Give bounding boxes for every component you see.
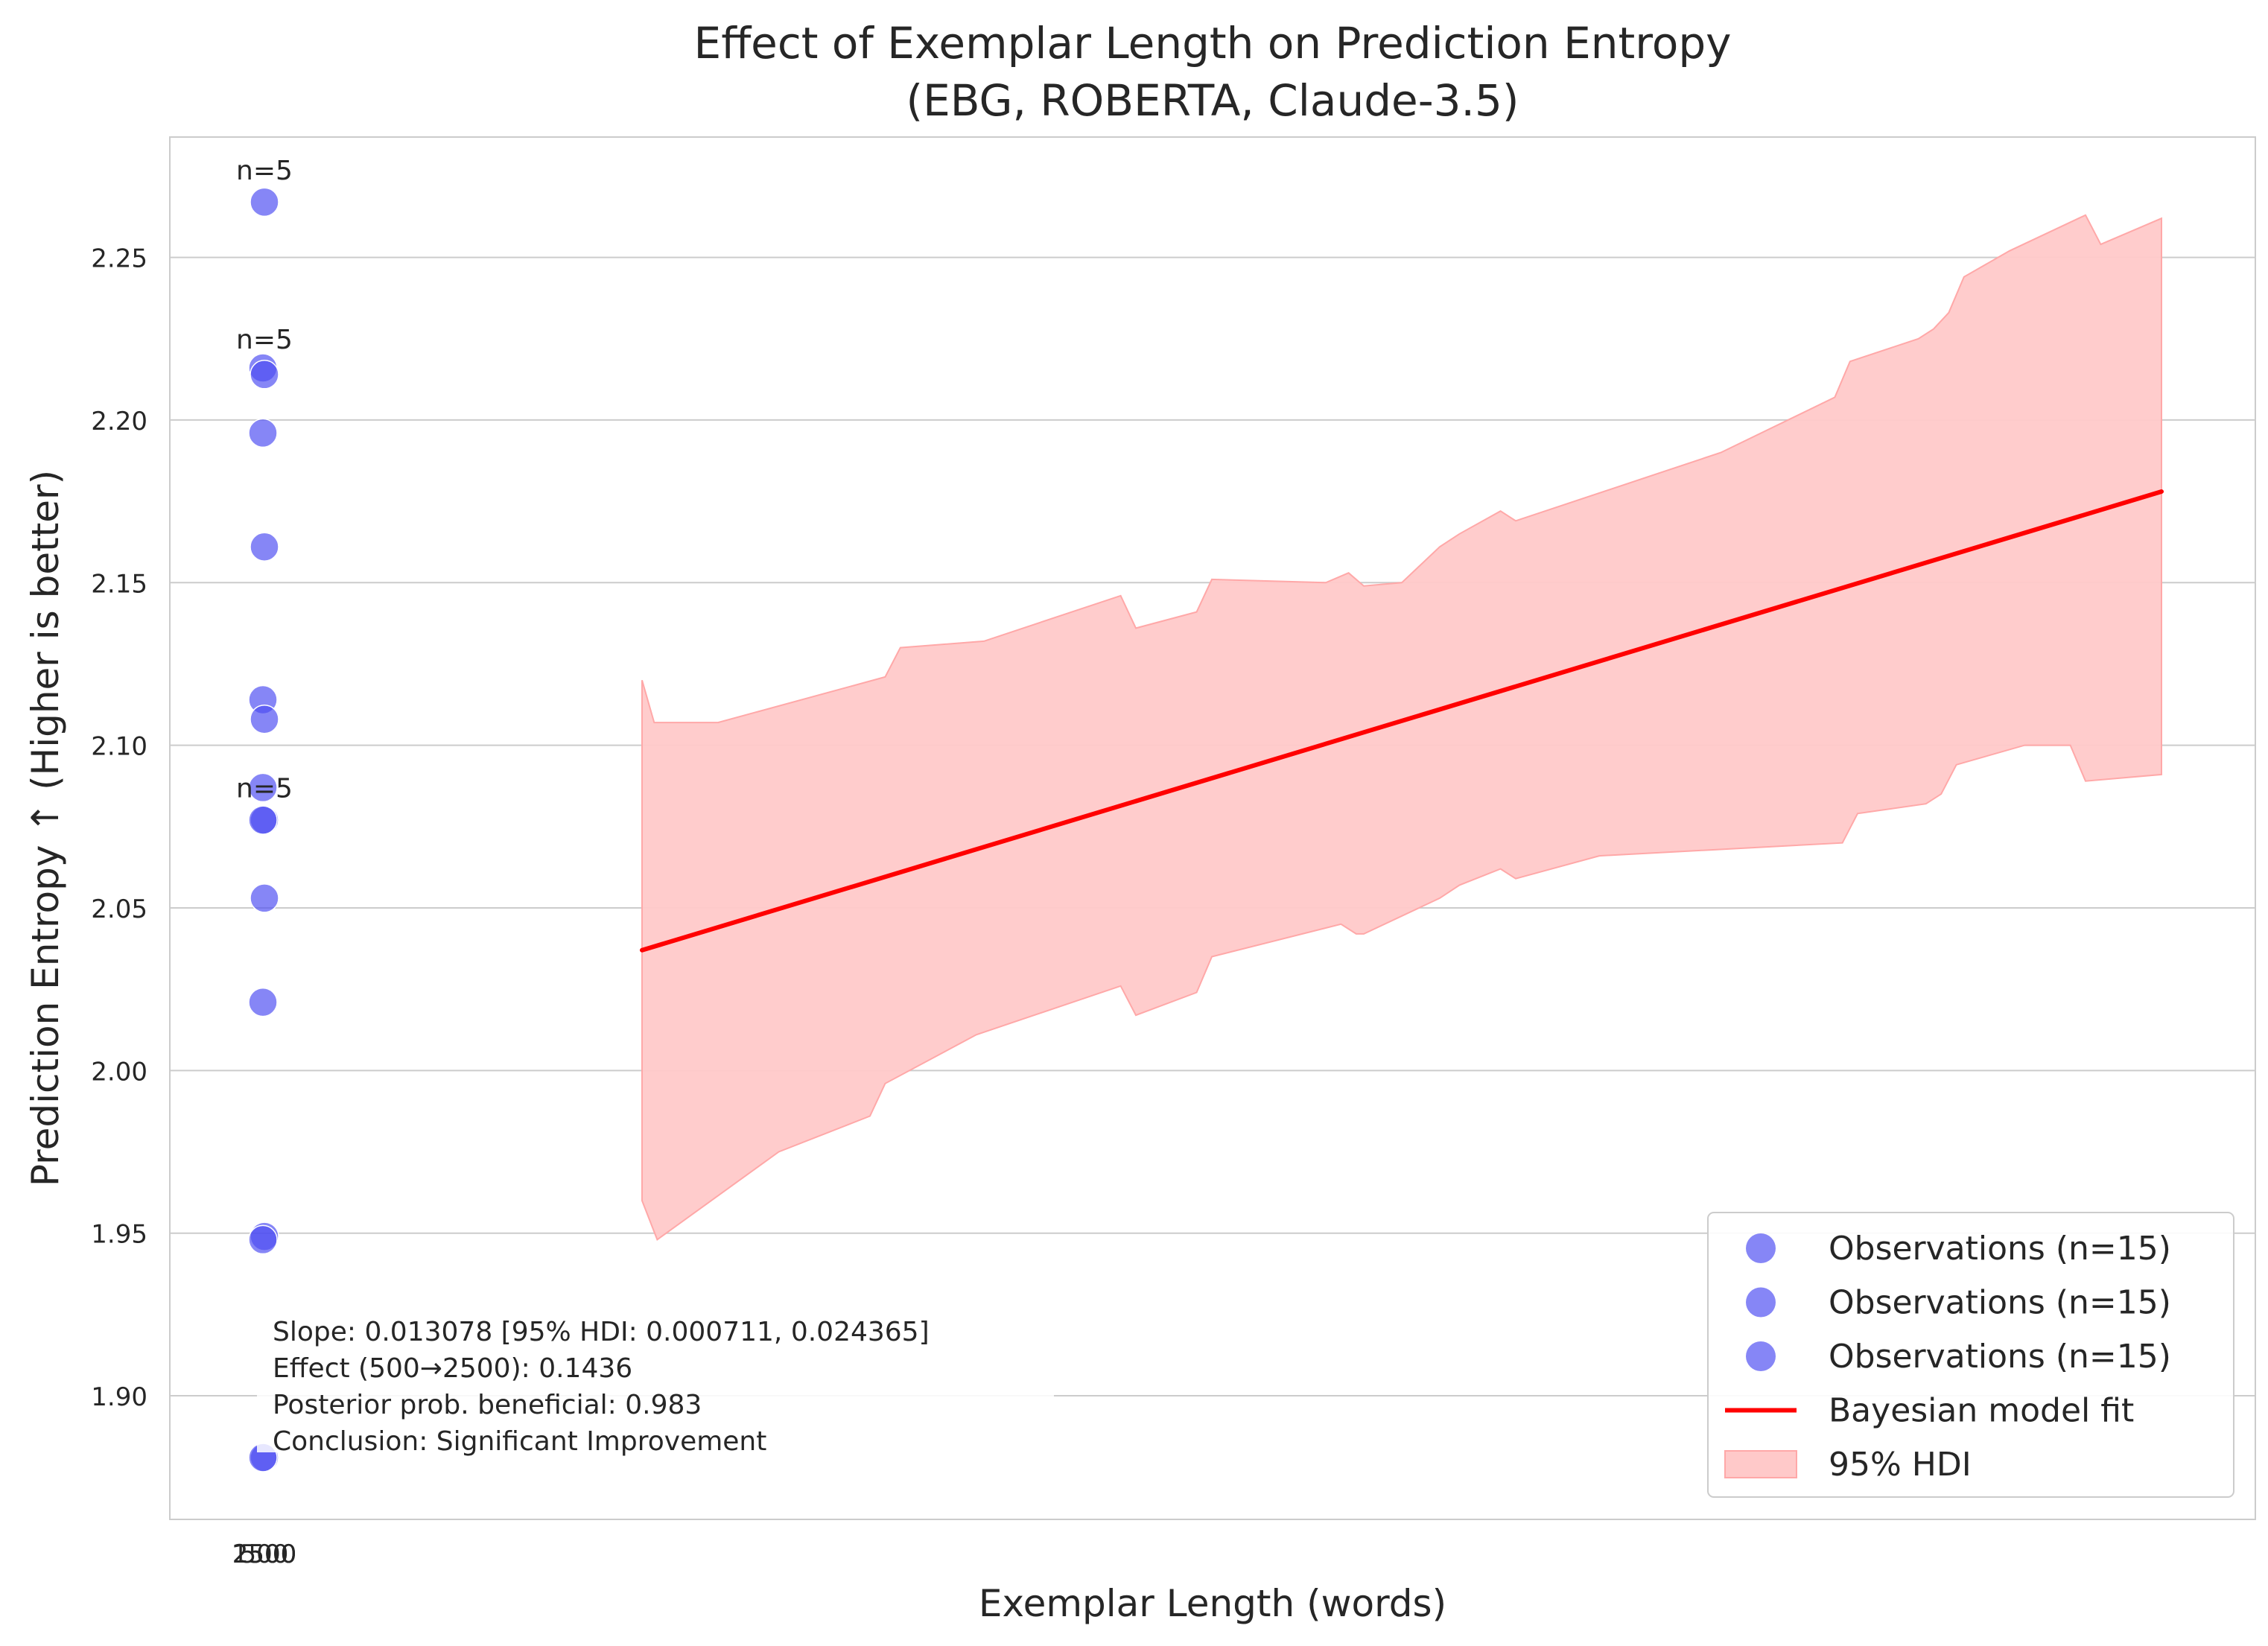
group-label: n=5 bbox=[236, 325, 293, 355]
y-tick-label: 2.15 bbox=[91, 569, 147, 599]
y-tick-label: 2.20 bbox=[91, 407, 147, 436]
y-axis-label: Prediction Entropy ↑ (Higher is better) bbox=[24, 470, 67, 1186]
legend-entries: Observations (n=15) Observations (n=15) Ob… bbox=[1724, 1230, 2171, 1484]
observation-point bbox=[250, 532, 279, 562]
stats-line: Slope: 0.013078 [95% HDI: 0.000711, 0.02… bbox=[273, 1317, 930, 1347]
legend-label: Observations (n=15) bbox=[1829, 1338, 2171, 1376]
y-tick-label: 2.25 bbox=[91, 244, 147, 274]
legend-marker bbox=[1746, 1287, 1776, 1318]
legend-marker bbox=[1746, 1233, 1776, 1263]
y-tick-label: 1.90 bbox=[91, 1382, 147, 1412]
y-tick-label: 2.00 bbox=[91, 1057, 147, 1087]
fit-line bbox=[640, 489, 2164, 953]
stats-line: Conclusion: Significant Improvement bbox=[273, 1426, 766, 1457]
legend-patch bbox=[1724, 1450, 1797, 1478]
x-tick-label: 2500 bbox=[232, 1539, 297, 1569]
observation-point bbox=[248, 987, 278, 1017]
legend-label: Observations (n=15) bbox=[1829, 1230, 2171, 1268]
chart-title: Effect of Exemplar Length on Prediction … bbox=[694, 18, 1732, 69]
stats-line: Effect (500→2500): 0.1436 bbox=[273, 1353, 632, 1384]
x-tick-label: 1500 bbox=[232, 1539, 297, 1569]
observation-point bbox=[248, 805, 278, 835]
x-tick-label: 500 bbox=[241, 1539, 289, 1569]
observation-point bbox=[250, 187, 279, 217]
stats-line: Posterior prob. beneficial: 0.983 bbox=[273, 1390, 702, 1420]
legend-frame bbox=[1707, 1212, 2234, 1498]
legend-label: Observations (n=15) bbox=[1829, 1284, 2171, 1322]
x-axis-label: Exemplar Length (words) bbox=[979, 1582, 1446, 1625]
group-labels: n=5 n=5 n=5 bbox=[236, 156, 293, 804]
legend-label: Bayesian model fit bbox=[1829, 1392, 2134, 1430]
legend: Observations (n=15) Observations (n=15) Ob… bbox=[1707, 1212, 2234, 1498]
legend-marker bbox=[1746, 1341, 1776, 1371]
group-label: n=5 bbox=[236, 156, 293, 186]
hdi-band bbox=[641, 214, 2162, 1241]
hdi-layer bbox=[641, 214, 2162, 1241]
observation-point bbox=[248, 1224, 278, 1255]
y-tick-label: 2.10 bbox=[91, 732, 147, 762]
y-tick-label: 2.05 bbox=[91, 895, 147, 924]
observation-point bbox=[250, 704, 279, 734]
y-tick-labels: 1.90 1.95 2.00 2.05 2.10 2.15 2.20 2.25 bbox=[91, 244, 147, 1412]
fit-layer bbox=[640, 489, 2164, 953]
stats-box: Slope: 0.013078 [95% HDI: 0.000711, 0.02… bbox=[273, 1317, 930, 1457]
group-label: n=5 bbox=[236, 774, 293, 804]
observation-point bbox=[248, 418, 278, 448]
observation-point bbox=[248, 772, 278, 803]
chart-subtitle: (EBG, ROBERTA, Claude-3.5) bbox=[906, 75, 1519, 126]
observation-point bbox=[250, 360, 279, 390]
legend-label: 95% HDI bbox=[1829, 1446, 1972, 1484]
observation-point bbox=[250, 883, 279, 913]
points-layer bbox=[248, 187, 279, 1472]
plot-area-frame bbox=[169, 136, 2256, 1520]
stats-box-background bbox=[257, 1307, 1054, 1452]
y-tick-label: 1.95 bbox=[91, 1220, 147, 1250]
